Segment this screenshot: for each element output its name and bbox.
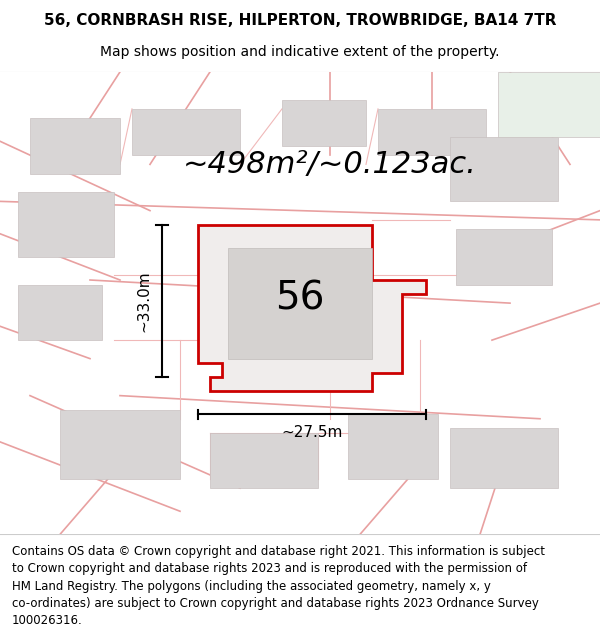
Text: 100026316.: 100026316. xyxy=(12,614,83,625)
Text: HM Land Registry. The polygons (including the associated geometry, namely x, y: HM Land Registry. The polygons (includin… xyxy=(12,580,491,592)
Text: to Crown copyright and database rights 2023 and is reproduced with the permissio: to Crown copyright and database rights 2… xyxy=(12,562,527,576)
Bar xyxy=(348,414,438,479)
Text: Map shows position and indicative extent of the property.: Map shows position and indicative extent… xyxy=(100,45,500,59)
Bar xyxy=(456,229,552,284)
Text: 56, CORNBRASH RISE, HILPERTON, TROWBRIDGE, BA14 7TR: 56, CORNBRASH RISE, HILPERTON, TROWBRIDG… xyxy=(44,12,556,28)
Text: ~498m²/~0.123ac.: ~498m²/~0.123ac. xyxy=(183,150,477,179)
Bar xyxy=(498,72,600,137)
Text: ~33.0m: ~33.0m xyxy=(137,270,151,332)
Bar xyxy=(378,109,486,155)
Text: co-ordinates) are subject to Crown copyright and database rights 2023 Ordnance S: co-ordinates) are subject to Crown copyr… xyxy=(12,597,539,610)
Bar xyxy=(450,428,558,488)
Text: 56: 56 xyxy=(275,279,325,318)
Bar xyxy=(18,192,114,257)
Bar xyxy=(18,284,102,340)
Bar xyxy=(450,137,558,201)
Bar xyxy=(30,118,120,174)
Text: ~27.5m: ~27.5m xyxy=(281,425,343,440)
Bar xyxy=(282,99,366,146)
Bar xyxy=(60,409,180,479)
Bar xyxy=(132,109,240,155)
Bar xyxy=(210,432,318,488)
Bar xyxy=(228,248,372,359)
Text: Contains OS data © Crown copyright and database right 2021. This information is : Contains OS data © Crown copyright and d… xyxy=(12,545,545,558)
Polygon shape xyxy=(198,224,426,391)
